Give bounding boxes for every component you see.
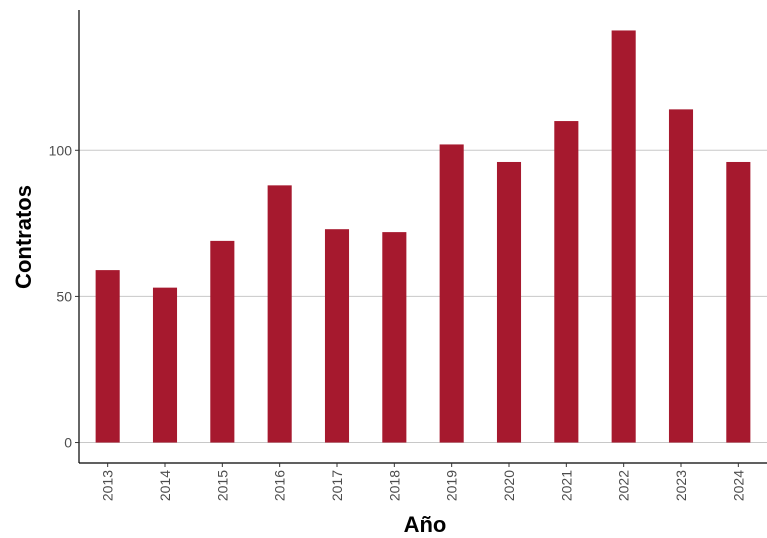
- bar-2013: [95, 270, 120, 443]
- y-tick-labels: 0 50 100: [49, 142, 79, 451]
- x-tick-label: 2019: [444, 470, 460, 501]
- bar-2024: [726, 161, 751, 443]
- bar-2020: [496, 161, 522, 443]
- x-axis-title: Año: [404, 512, 447, 537]
- bar-2014: [152, 287, 178, 443]
- x-tick-label: 2024: [730, 470, 746, 501]
- y-axis-title: Contratos: [11, 185, 36, 289]
- x-tick-label: 2017: [329, 470, 345, 501]
- x-tick-label: 2018: [386, 470, 402, 501]
- bar-2023: [668, 109, 694, 443]
- x-tick-label: 2022: [616, 470, 632, 501]
- bar-2018: [382, 232, 407, 443]
- bar-2021: [554, 121, 579, 443]
- bar-2019: [439, 144, 464, 443]
- bars: [95, 30, 751, 443]
- axes: [78, 10, 767, 464]
- bar-2022: [611, 30, 636, 443]
- x-tick-label: 2015: [214, 470, 230, 501]
- y-tick-label: 0: [64, 435, 72, 451]
- x-tick-label: 2014: [157, 470, 173, 501]
- x-tick-label: 2016: [272, 470, 288, 501]
- y-tick-label: 50: [56, 288, 72, 304]
- x-tick-label: 2023: [673, 470, 689, 501]
- bar-2017: [324, 229, 350, 443]
- gridlines: [79, 149, 767, 444]
- x-tick-label: 2020: [501, 470, 517, 501]
- x-tick-labels: 2013 2014 2015 2016 2017 2018 2019 2020 2021 2022…: [100, 463, 746, 501]
- bar-2016: [267, 185, 292, 443]
- y-tick-label: 100: [49, 142, 73, 158]
- bar-2015: [210, 240, 235, 443]
- x-tick-label: 2013: [100, 470, 116, 501]
- x-tick-label: 2021: [558, 470, 574, 501]
